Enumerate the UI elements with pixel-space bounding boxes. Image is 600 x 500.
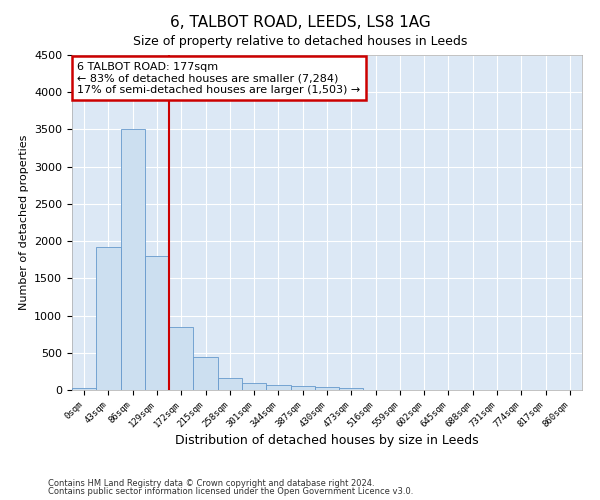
Text: 6, TALBOT ROAD, LEEDS, LS8 1AG: 6, TALBOT ROAD, LEEDS, LS8 1AG xyxy=(170,15,430,30)
Text: Contains HM Land Registry data © Crown copyright and database right 2024.: Contains HM Land Registry data © Crown c… xyxy=(48,478,374,488)
X-axis label: Distribution of detached houses by size in Leeds: Distribution of detached houses by size … xyxy=(175,434,479,448)
Bar xyxy=(72,388,96,390)
Bar xyxy=(121,130,145,390)
Bar xyxy=(315,387,339,390)
Bar xyxy=(193,356,218,390)
Text: 6 TALBOT ROAD: 177sqm
← 83% of detached houses are smaller (7,284)
17% of semi-d: 6 TALBOT ROAD: 177sqm ← 83% of detached … xyxy=(77,62,361,95)
Y-axis label: Number of detached properties: Number of detached properties xyxy=(19,135,29,310)
Text: Contains public sector information licensed under the Open Government Licence v3: Contains public sector information licen… xyxy=(48,487,413,496)
Bar xyxy=(218,378,242,390)
Bar xyxy=(339,388,364,390)
Bar xyxy=(266,385,290,390)
Bar xyxy=(145,256,169,390)
Text: Size of property relative to detached houses in Leeds: Size of property relative to detached ho… xyxy=(133,35,467,48)
Bar xyxy=(169,326,193,390)
Bar xyxy=(96,247,121,390)
Bar xyxy=(242,382,266,390)
Bar xyxy=(290,386,315,390)
